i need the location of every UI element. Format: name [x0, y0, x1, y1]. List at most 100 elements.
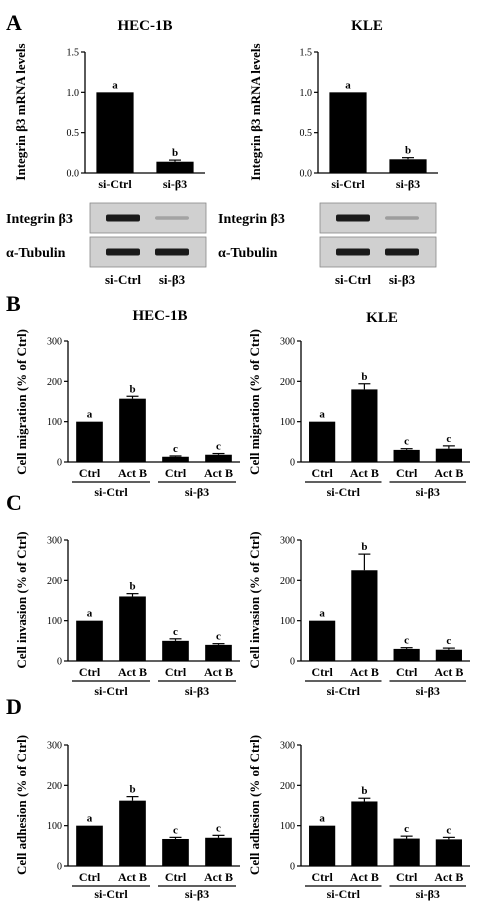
y-tick-label: 0.5 [300, 128, 313, 139]
panel-letter-d: D [6, 694, 22, 719]
y-tick-label: 0 [57, 862, 62, 873]
bar [119, 800, 146, 866]
category-label: Ctrl [396, 466, 418, 480]
blot-band [385, 248, 419, 256]
bar [393, 648, 420, 661]
blot-band [385, 216, 419, 220]
group-label: si-Ctrl [327, 485, 361, 499]
blot-lane-label: si-β3 [159, 272, 186, 287]
category-label: Ctrl [165, 870, 187, 884]
y-tick-label: 200 [280, 781, 295, 792]
bar [309, 825, 336, 866]
significance-letter: a [112, 79, 118, 91]
blot-row-label: Integrin β3 [6, 212, 73, 227]
blot-lane-label: si-Ctrl [335, 272, 371, 287]
group-label: si-β3 [185, 887, 209, 901]
group-label: si-β3 [416, 485, 440, 499]
category-label: Ctrl [311, 466, 333, 480]
y-tick-label: 300 [280, 337, 295, 348]
y-tick-label: 1.0 [67, 88, 80, 99]
bar [351, 389, 378, 462]
significance-letter: a [345, 79, 351, 91]
y-axis-label: Cell migration (% of Ctrl) [14, 329, 29, 475]
y-tick-label: 300 [280, 741, 295, 752]
significance-letter: a [87, 813, 93, 825]
category-label: Ctrl [396, 870, 418, 884]
group-label: si-Ctrl [94, 485, 128, 499]
significance-letter: c [446, 635, 451, 647]
bar [351, 801, 378, 866]
charts-layer: 0.0 0.5 1.0 1.5 Integrin β3 mRNA levels HEC-1… [13, 18, 470, 901]
category-label: Ctrl [396, 665, 418, 679]
blot-lane-label: si-Ctrl [105, 272, 141, 287]
significance-letter: b [129, 784, 135, 796]
significance-letter: b [405, 145, 411, 157]
y-tick-label: 300 [280, 536, 295, 547]
y-tick-label: 300 [47, 536, 62, 547]
y-tick-label: 0 [290, 657, 295, 668]
significance-letter: a [319, 409, 325, 421]
chart-c-left: 0 100 200 300 Cell invasion (% of Ctrl) a Ctrl… [14, 531, 240, 698]
bar [435, 649, 462, 661]
significance-letter: b [361, 371, 367, 383]
category-label: Act B [434, 870, 463, 884]
bar [162, 640, 189, 661]
category-label: Ctrl [311, 870, 333, 884]
category-label: si-Ctrl [331, 177, 365, 191]
category-label: Act B [204, 870, 233, 884]
bar [162, 838, 189, 866]
category-label: Ctrl [79, 665, 101, 679]
category-label: si-β3 [396, 177, 420, 191]
y-tick-label: 200 [47, 377, 62, 388]
y-tick-label: 1.5 [300, 48, 313, 59]
significance-letter: b [172, 147, 178, 159]
significance-letter: a [87, 608, 93, 620]
blot-hec-1b: Integrin β3 α-Tubulin si-Ctrl si-β3 [6, 202, 207, 287]
category-label: Act B [204, 466, 233, 480]
category-label: Act B [350, 665, 379, 679]
bar [205, 454, 232, 462]
category-label: Act B [204, 665, 233, 679]
y-tick-label: 0.0 [67, 169, 80, 180]
y-tick-label: 0 [57, 458, 62, 469]
significance-letter: c [216, 441, 221, 453]
chart-c-right: 0 100 200 300 Cell invasion (% of Ctrl) a Ctrl… [247, 531, 470, 698]
significance-letter: c [173, 626, 178, 638]
bar [76, 421, 103, 462]
significance-letter: b [129, 383, 135, 395]
significance-letter: c [173, 824, 178, 836]
y-tick-label: 100 [280, 417, 295, 428]
category-label: Act B [434, 466, 463, 480]
category-label: si-Ctrl [98, 177, 132, 191]
y-tick-label: 300 [47, 337, 62, 348]
y-axis-label: Cell migration (% of Ctrl) [247, 329, 262, 475]
category-label: Ctrl [165, 665, 187, 679]
y-tick-label: 200 [47, 781, 62, 792]
bar [119, 596, 146, 661]
y-tick-label: 200 [47, 576, 62, 587]
bar [329, 92, 367, 173]
blot-lane-label: si-β3 [389, 272, 416, 287]
y-tick-label: 300 [47, 741, 62, 752]
significance-letter: c [404, 823, 409, 835]
blot-kle: Integrin β3 α-Tubulin si-Ctrl si-β3 [218, 202, 437, 287]
y-tick-label: 100 [47, 616, 62, 627]
chart-b-left: 0 100 200 300 Cell migration (% of Ctrl) HEC-… [14, 308, 240, 499]
blot-band [155, 248, 189, 256]
blot-row-label: α-Tubulin [6, 246, 66, 261]
group-label: si-β3 [416, 887, 440, 901]
significance-letter: c [446, 824, 451, 836]
y-tick-label: 1.5 [67, 48, 80, 59]
bar [96, 92, 134, 173]
category-label: Act B [434, 665, 463, 679]
y-tick-label: 100 [280, 821, 295, 832]
bar [389, 159, 427, 173]
bar [156, 161, 194, 173]
y-tick-label: 0.0 [300, 169, 313, 180]
category-label: Ctrl [79, 870, 101, 884]
category-label: Ctrl [79, 466, 101, 480]
significance-letter: c [404, 436, 409, 448]
blot-band [106, 248, 140, 256]
